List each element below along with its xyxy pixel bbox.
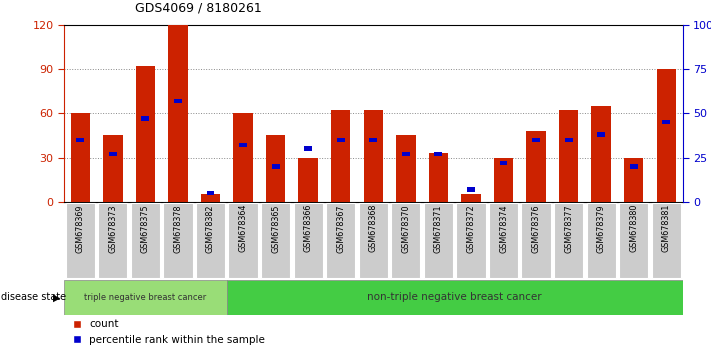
Bar: [164, 203, 193, 278]
Bar: [493, 158, 513, 202]
Bar: [76, 138, 84, 142]
Text: GSM678366: GSM678366: [304, 204, 313, 252]
Bar: [331, 110, 351, 202]
Text: GSM678367: GSM678367: [336, 204, 346, 253]
Bar: [597, 132, 605, 137]
Bar: [272, 164, 279, 169]
Text: GSM678379: GSM678379: [597, 204, 606, 253]
Text: GSM678380: GSM678380: [629, 204, 638, 252]
Bar: [402, 152, 410, 156]
Bar: [326, 203, 356, 278]
Bar: [196, 203, 225, 278]
Bar: [434, 152, 442, 156]
Bar: [299, 158, 318, 202]
Bar: [64, 280, 227, 315]
Bar: [370, 138, 377, 142]
Bar: [337, 138, 345, 142]
Bar: [207, 191, 215, 195]
Bar: [103, 136, 122, 202]
Text: GSM678368: GSM678368: [369, 204, 378, 252]
Bar: [651, 203, 681, 278]
Bar: [174, 99, 182, 103]
Text: triple negative breast cancer: triple negative breast cancer: [85, 293, 206, 302]
Text: GSM678365: GSM678365: [271, 204, 280, 253]
Bar: [266, 136, 285, 202]
Bar: [70, 113, 90, 202]
Bar: [532, 138, 540, 142]
Bar: [227, 280, 683, 315]
Bar: [239, 143, 247, 147]
Bar: [228, 203, 257, 278]
Text: GSM678381: GSM678381: [662, 204, 670, 252]
Bar: [467, 187, 475, 192]
Bar: [587, 203, 616, 278]
Text: non-triple negative breast cancer: non-triple negative breast cancer: [368, 292, 542, 302]
Bar: [294, 203, 323, 278]
Text: GSM678364: GSM678364: [239, 204, 247, 252]
Bar: [456, 203, 486, 278]
Bar: [233, 113, 253, 202]
Text: ▶: ▶: [53, 292, 60, 302]
Text: GSM678376: GSM678376: [532, 204, 540, 253]
Bar: [169, 25, 188, 202]
Text: disease state: disease state: [1, 292, 66, 302]
Bar: [109, 152, 117, 156]
Text: GSM678377: GSM678377: [564, 204, 573, 253]
Bar: [261, 203, 290, 278]
Bar: [565, 138, 572, 142]
Bar: [396, 136, 416, 202]
Legend: count, percentile rank within the sample: count, percentile rank within the sample: [69, 315, 269, 349]
Bar: [141, 116, 149, 121]
Bar: [461, 194, 481, 202]
Bar: [526, 131, 546, 202]
Bar: [358, 203, 388, 278]
Bar: [656, 69, 676, 202]
Text: GSM678369: GSM678369: [76, 204, 85, 253]
Bar: [136, 66, 155, 202]
Bar: [429, 153, 448, 202]
Bar: [624, 158, 643, 202]
Bar: [630, 164, 638, 169]
Bar: [559, 110, 578, 202]
Bar: [304, 147, 312, 151]
Bar: [131, 203, 160, 278]
Bar: [363, 110, 383, 202]
Text: GSM678371: GSM678371: [434, 204, 443, 253]
Text: GSM678375: GSM678375: [141, 204, 150, 253]
Text: GSM678374: GSM678374: [499, 204, 508, 253]
Text: GSM678372: GSM678372: [466, 204, 476, 253]
Bar: [554, 203, 583, 278]
Bar: [424, 203, 453, 278]
Text: GSM678382: GSM678382: [206, 204, 215, 253]
Bar: [521, 203, 551, 278]
Text: GDS4069 / 8180261: GDS4069 / 8180261: [135, 1, 262, 14]
Bar: [391, 203, 420, 278]
Text: GSM678373: GSM678373: [108, 204, 117, 253]
Bar: [500, 161, 508, 165]
Text: GSM678378: GSM678378: [173, 204, 183, 253]
Bar: [489, 203, 518, 278]
Text: GSM678370: GSM678370: [401, 204, 410, 253]
Bar: [201, 194, 220, 202]
Bar: [98, 203, 127, 278]
Bar: [663, 120, 670, 124]
Bar: [592, 106, 611, 202]
Bar: [619, 203, 648, 278]
Bar: [65, 203, 95, 278]
